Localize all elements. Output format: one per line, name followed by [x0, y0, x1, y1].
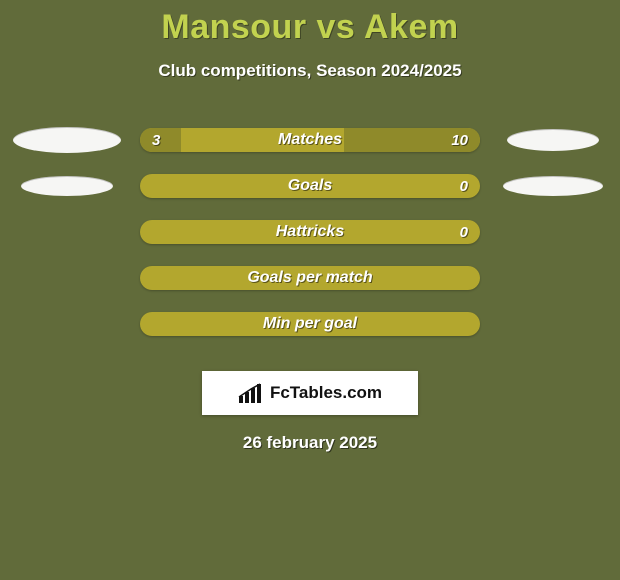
stat-label: Goals per match: [140, 266, 480, 290]
snapshot-date: 26 february 2025: [0, 433, 620, 453]
page-title: Mansour vs Akem: [0, 8, 620, 47]
left-player-blob: [12, 163, 122, 209]
subtitle: Club competitions, Season 2024/2025: [0, 61, 620, 81]
stat-row: 0Goals: [0, 163, 620, 209]
stat-rows: 310Matches 0Goals 0Hattricks Goals per matc…: [0, 117, 620, 347]
stat-row: 0Hattricks: [0, 209, 620, 255]
stat-bar: 310Matches: [140, 128, 480, 152]
stat-row: 310Matches: [0, 117, 620, 163]
stat-row: Min per goal: [0, 301, 620, 347]
stat-label: Matches: [140, 128, 480, 152]
right-player-blob: [498, 117, 608, 163]
stat-row: Goals per match: [0, 255, 620, 301]
left-player-blob: [12, 301, 122, 347]
stat-bar: 0Goals: [140, 174, 480, 198]
right-player-blob: [498, 209, 608, 255]
brand-logo: FcTables.com: [202, 371, 418, 415]
bars-icon: [238, 382, 264, 404]
right-player-blob: [498, 255, 608, 301]
right-player-blob: [498, 301, 608, 347]
left-player-blob: [12, 209, 122, 255]
stat-label: Min per goal: [140, 312, 480, 336]
right-player-blob: [498, 163, 608, 209]
left-player-blob: [12, 117, 122, 163]
stat-bar: Min per goal: [140, 312, 480, 336]
stat-bar: Goals per match: [140, 266, 480, 290]
stat-label: Goals: [140, 174, 480, 198]
brand-logo-text: FcTables.com: [270, 383, 382, 403]
stat-bar: 0Hattricks: [140, 220, 480, 244]
comparison-card: Mansour vs Akem Club competitions, Seaso…: [0, 0, 620, 580]
stat-label: Hattricks: [140, 220, 480, 244]
left-player-blob: [12, 255, 122, 301]
